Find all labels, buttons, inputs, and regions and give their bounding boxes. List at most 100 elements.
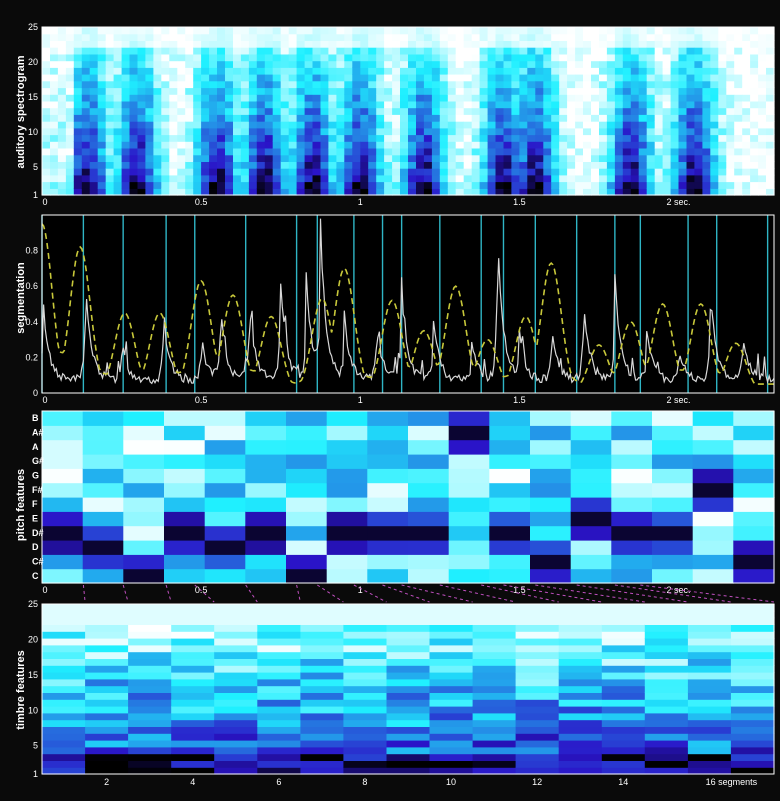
spectrogram-cell [408, 33, 417, 41]
spectrogram-cell [121, 134, 131, 142]
spectrogram-cell [81, 168, 91, 176]
timbre-cell [386, 760, 431, 768]
spectrogram-cell [177, 127, 186, 136]
spectrogram-cell [758, 154, 767, 162]
spectrogram-cell [376, 148, 385, 156]
timbre-cell [687, 719, 732, 727]
timbre-cell [429, 665, 474, 673]
spectrogram-cell [463, 141, 473, 149]
timbre-cell [214, 726, 258, 734]
spectrogram-cell [280, 40, 290, 48]
spectrogram-cell [630, 114, 640, 122]
spectrogram-cell [519, 74, 528, 82]
spectrogram-cell [535, 40, 544, 48]
spectrogram-cell [479, 94, 489, 102]
spectrogram-cell [113, 174, 123, 183]
spectrogram-cell [185, 94, 194, 102]
timbre-cell [128, 685, 172, 693]
spectrogram-cell [280, 100, 290, 109]
spectrogram-cell [384, 67, 393, 75]
timbre-cell [214, 658, 258, 666]
spectrogram-cell [264, 40, 274, 48]
spectrogram-cell [73, 161, 83, 169]
timbre-cell [343, 631, 388, 639]
pitch-cell [530, 525, 572, 541]
spectrogram-cell [583, 121, 592, 129]
pitch-cell [286, 568, 328, 584]
spectrogram-cell [105, 188, 115, 196]
spectrogram-cell [614, 154, 624, 162]
spectrogram-cell [638, 148, 648, 156]
spectrogram-cell [264, 161, 274, 169]
spectrogram-cell [161, 100, 170, 109]
spectrogram-cell [392, 148, 401, 156]
spectrogram-cell [368, 188, 377, 196]
spectrogram-cell [376, 181, 385, 189]
spectrogram-cell [376, 141, 385, 149]
spectrogram-cell [654, 80, 664, 89]
spectrogram-cell [73, 134, 83, 142]
spectrogram-cell [137, 188, 147, 196]
spectrogram-cell [511, 174, 520, 183]
timbre-cell [429, 651, 474, 659]
spectrogram-cell [614, 47, 624, 55]
spectrogram-cell [65, 168, 75, 176]
spectrogram-cell [726, 67, 735, 75]
spectrogram-cell [471, 188, 481, 196]
timbre-cell [429, 712, 474, 721]
pitch-cell [652, 525, 694, 541]
spectrogram-cell [487, 100, 497, 109]
timbre-cell [515, 665, 560, 673]
spectrogram-cell [591, 141, 600, 149]
spectrogram-cell [161, 80, 170, 89]
spectrogram-cell [408, 47, 417, 55]
pitch-cell [733, 540, 775, 555]
spectrogram-cell [408, 161, 417, 169]
spectrogram-cell [177, 107, 186, 115]
spectrogram-cell [766, 80, 775, 89]
pitch-cell [570, 425, 612, 441]
spectrogram-cell [193, 121, 202, 129]
spectrogram-cell [463, 47, 473, 55]
spectrogram-cell [423, 161, 433, 169]
spectrogram-cell [288, 33, 298, 41]
spectrogram-cell [511, 188, 520, 196]
spectrogram-cell [169, 94, 178, 102]
spectrogram-cell [328, 80, 337, 89]
spectrogram-cell [638, 53, 648, 62]
timbre-cell [214, 610, 258, 619]
spectrogram-cell [344, 121, 353, 129]
spectrogram-cell [233, 47, 242, 55]
spectrogram-cell [559, 181, 568, 189]
spectrogram-cell [185, 107, 194, 115]
spectrogram-cell [177, 87, 186, 95]
spectrogram-cell [384, 141, 393, 149]
spectrogram-cell [233, 127, 242, 136]
spectrogram-cell [471, 148, 481, 156]
spectrogram-cell [638, 87, 648, 95]
spectrogram-cell [312, 74, 322, 82]
spectrogram-cell [169, 188, 178, 196]
timbre-cell [472, 624, 517, 632]
spectrogram-cell [169, 74, 178, 82]
spectrogram-cell [97, 53, 107, 62]
spectrogram-cell [81, 127, 91, 136]
timbre-cell [515, 631, 560, 639]
timbre-cell [257, 699, 301, 707]
spectrogram-cell [296, 134, 306, 142]
spectrogram-cell [137, 121, 147, 129]
spectrogram-cell [630, 148, 640, 156]
spectrogram-cell [670, 74, 680, 82]
spectrogram-cell [408, 154, 417, 162]
spectrogram-cell [416, 94, 425, 102]
spectrogram-cell [240, 60, 250, 68]
timbre-cell [472, 767, 517, 775]
spectrogram-cell [352, 60, 361, 68]
spectrogram-cell [288, 141, 298, 149]
spectrogram-cell [264, 188, 274, 196]
spectrogram-cell [296, 188, 306, 196]
spectrogram-cell [646, 121, 656, 129]
spectrogram-cell [89, 53, 99, 62]
timbre-cell [42, 733, 86, 741]
spectrogram-cell [344, 100, 353, 109]
